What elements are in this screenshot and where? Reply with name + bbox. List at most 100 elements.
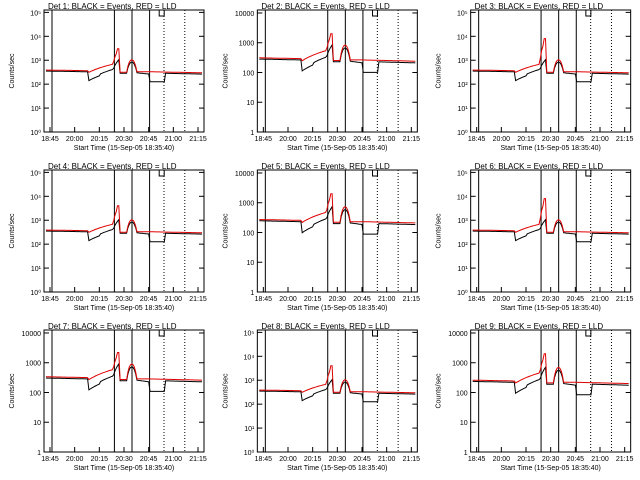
panel-title: Det 3: BLACK = Events, RED = LLD — [475, 2, 604, 11]
saa-bracket — [158, 170, 165, 177]
series-lld — [259, 365, 416, 394]
y-tick-label: 10¹ — [458, 106, 469, 113]
y-tick-label: 10¹ — [244, 426, 255, 433]
x-tick-label: 18:45 — [41, 456, 59, 463]
y-tick-label: 10³ — [31, 58, 42, 65]
saa-bracket — [585, 170, 592, 177]
x-tick-label: 21:00 — [378, 136, 396, 143]
panel-title: Det 4: BLACK = Events, RED = LLD — [48, 162, 177, 171]
x-tick-label: 20:00 — [493, 136, 511, 143]
x-tick-label: 21:15 — [616, 456, 634, 463]
series-events — [45, 362, 202, 392]
y-tick-label: 1000 — [239, 41, 255, 48]
y-tick-label: 1000 — [452, 361, 468, 368]
y-tick-label: 10⁰ — [457, 289, 468, 297]
x-tick-label: 20:30 — [542, 296, 560, 303]
x-tick-label: 20:00 — [279, 136, 297, 143]
x-tick-label: 18:45 — [468, 136, 486, 143]
series-events — [259, 43, 416, 73]
x-tick-label: 18:45 — [468, 296, 486, 303]
x-tick-label: 20:30 — [542, 136, 560, 143]
y-axis-label: Counts/sec — [436, 53, 443, 89]
plot-frame — [256, 169, 418, 293]
x-tick-label: 18:45 — [255, 296, 273, 303]
y-tick-label: 100 — [29, 390, 41, 397]
panel-det-5: Det 5: BLACK = Events, RED = LLD 1 10 100 10… — [222, 162, 420, 312]
x-axis-label: Start Time (15-Sep-05 18:35:40) — [287, 305, 387, 312]
x-axis-label: Start Time (15-Sep-05 18:35:40) — [287, 465, 387, 472]
x-tick-label: 20:45 — [140, 136, 158, 143]
saa-bracket — [372, 10, 379, 17]
series-events — [259, 378, 416, 403]
panel-title: Det 2: BLACK = Events, RED = LLD — [261, 2, 390, 11]
series-events — [259, 205, 416, 235]
x-tick-label: 21:00 — [591, 456, 609, 463]
y-tick-label: 1 — [37, 450, 41, 457]
y-tick-label: 10⁴ — [30, 34, 41, 41]
x-tick-label: 20:00 — [493, 296, 511, 303]
x-axis-label: Start Time (15-Sep-05 18:35:40) — [74, 305, 174, 312]
x-tick-label: 20:00 — [66, 456, 84, 463]
y-tick-label: 10³ — [31, 218, 42, 225]
y-tick-label: 1 — [464, 450, 468, 457]
y-tick-label: 100 — [243, 230, 255, 237]
panel-title: Det 1: BLACK = Events, RED = LLD — [48, 2, 177, 11]
y-axis-label: Counts/sec — [9, 53, 16, 89]
x-tick-label: 21:15 — [403, 136, 421, 143]
x-tick-label: 20:45 — [140, 456, 158, 463]
x-tick-label: 21:00 — [165, 296, 183, 303]
y-tick-label: 10² — [458, 82, 469, 89]
x-tick-label: 21:15 — [189, 296, 207, 303]
series-lld — [259, 193, 416, 224]
y-tick-label: 10 — [247, 260, 255, 267]
y-tick-label: 10⁰ — [30, 289, 41, 297]
y-tick-label: 10⁵ — [457, 170, 468, 177]
saa-bracket — [158, 10, 165, 17]
series-events — [45, 58, 202, 83]
x-tick-label: 21:15 — [403, 456, 421, 463]
y-tick-label: 10⁰ — [30, 129, 41, 137]
y-tick-label: 10000 — [235, 11, 255, 18]
y-tick-label: 10⁵ — [30, 170, 41, 177]
x-tick-label: 20:30 — [115, 456, 133, 463]
panel-det-3: Det 3: BLACK = Events, RED = LLD 10⁰ 10¹ 10… — [436, 2, 634, 152]
y-tick-label: 10⁴ — [457, 194, 468, 201]
x-axis-label: Start Time (15-Sep-05 18:35:40) — [74, 145, 174, 152]
x-tick-label: 21:15 — [616, 136, 634, 143]
series-lld — [45, 48, 203, 74]
panel-title: Det 7: BLACK = Events, RED = LLD — [48, 322, 177, 331]
x-tick-label: 18:45 — [41, 296, 59, 303]
panel-title: Det 9: BLACK = Events, RED = LLD — [475, 322, 604, 331]
panel-det-6: Det 6: BLACK = Events, RED = LLD 10⁰ 10¹ 10… — [436, 162, 634, 312]
y-tick-label: 1 — [250, 130, 254, 137]
y-axis-label: Counts/sec — [9, 213, 16, 249]
x-tick-label: 21:00 — [591, 136, 609, 143]
saa-bracket — [158, 330, 165, 337]
series-lld — [472, 353, 629, 385]
y-tick-label: 1000 — [239, 201, 255, 208]
saa-bracket — [372, 330, 379, 337]
x-tick-label: 21:00 — [378, 456, 396, 463]
x-tick-label: 20:00 — [66, 136, 84, 143]
panel-title: Det 6: BLACK = Events, RED = LLD — [475, 162, 604, 171]
y-tick-label: 10 — [247, 100, 255, 107]
x-tick-label: 20:15 — [91, 456, 109, 463]
panel-det-2: Det 2: BLACK = Events, RED = LLD 1 10 100 10… — [222, 2, 420, 152]
y-axis-label: Counts/sec — [436, 373, 443, 409]
series-lld — [472, 198, 629, 234]
y-tick-label: 10000 — [448, 331, 468, 338]
y-tick-label: 10² — [244, 402, 255, 409]
x-tick-label: 20:30 — [115, 296, 133, 303]
x-tick-label: 20:45 — [353, 456, 371, 463]
y-tick-label: 10² — [31, 82, 42, 89]
x-tick-label: 20:30 — [329, 456, 347, 463]
x-tick-label: 20:00 — [279, 456, 297, 463]
y-axis-label: Counts/sec — [222, 53, 229, 89]
x-tick-label: 21:15 — [189, 456, 207, 463]
x-tick-label: 20:15 — [517, 136, 535, 143]
y-tick-label: 10² — [31, 242, 42, 249]
y-tick-label: 10⁴ — [457, 34, 468, 41]
saa-bracket — [372, 170, 379, 177]
y-tick-label: 1000 — [25, 361, 41, 368]
x-axis-label: Start Time (15-Sep-05 18:35:40) — [500, 145, 600, 152]
